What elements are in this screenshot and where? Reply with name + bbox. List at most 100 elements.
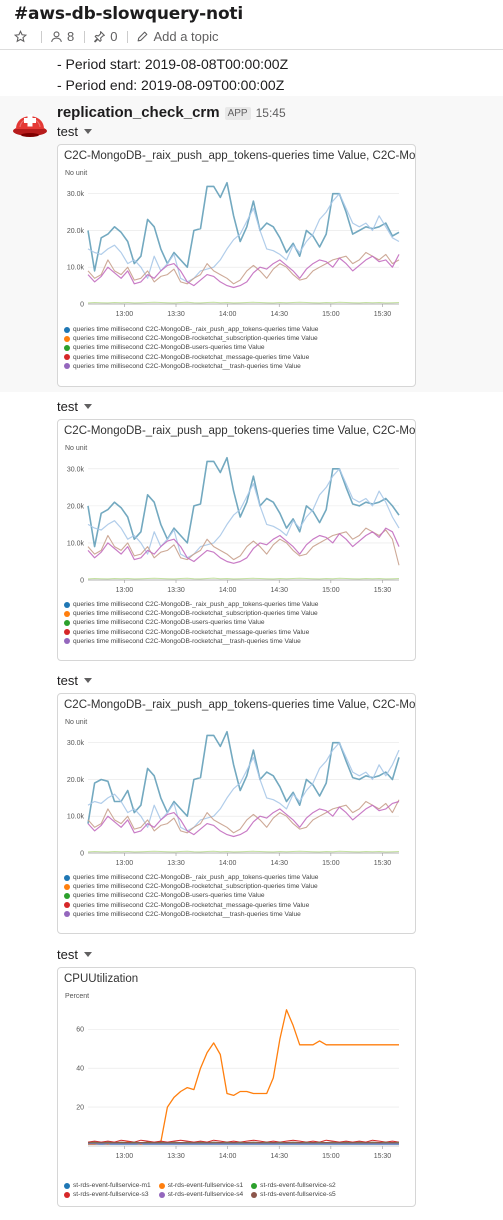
x-tick-label: 13:00 [116,1153,134,1160]
legend-item[interactable]: st-rds-event-fullservice-s1 [158,1181,244,1190]
star-button[interactable] [14,30,31,43]
attachment-toggle[interactable]: test [57,947,92,962]
legend-item[interactable]: st-rds-event-fullservice-s3 [64,1190,151,1199]
legend-item[interactable]: queries time millisecond C2C-MongoDB-_ra… [64,600,318,609]
pencil-icon [138,31,148,42]
chart-card-4[interactable]: CPUUtilization Percent 20 40 60 13:00 13:30 1… [57,967,416,1207]
y-tick-label: 30.0k [67,740,85,747]
channel-name[interactable]: #aws-db-slowquery-noti [14,4,243,24]
legend-swatch [64,638,70,645]
legend-item[interactable]: queries time millisecond C2C-MongoDB-roc… [64,637,318,646]
legend-swatch [64,911,70,918]
attachment-toggle[interactable]: test [57,399,92,414]
legend-label: queries time millisecond C2C-MongoDB-roc… [73,637,301,645]
members-button[interactable]: 8 [50,29,74,44]
add-topic-button[interactable]: Add a topic [136,29,219,44]
y-tick-label: 0 [80,302,84,309]
x-tick-label: 14:30 [270,311,288,318]
series-line-5 [87,527,400,564]
chart-card-2[interactable]: C2C-MongoDB-_raix_push_app_tokens-querie… [57,419,416,661]
legend-swatch [64,601,70,608]
pin-icon [94,31,106,43]
legend-item[interactable]: queries time millisecond C2C-MongoDB-_ra… [64,873,318,882]
series-line-2 [88,1009,399,1145]
attachment-toggle[interactable]: test [57,673,92,688]
chart-unit: No unit [65,445,88,452]
y-tick-label: 40 [76,1066,84,1073]
attachment-label: test [57,399,78,414]
message-timestamp[interactable]: 15:45 [255,106,286,120]
legend-item[interactable]: queries time millisecond C2C-MongoDB-use… [64,618,318,627]
chart-title: C2C-MongoDB-_raix_push_app_tokens-querie… [64,699,416,711]
legend-swatch [64,1182,70,1189]
x-tick-label: 14:30 [270,860,288,867]
chart-plot: 20 40 60 13:00 13:30 14:00 14:30 15:00 15:30 [76,1009,400,1160]
legend-item[interactable]: queries time millisecond C2C-MongoDB-roc… [64,628,318,637]
caret-down-icon [83,677,92,683]
legend-item[interactable]: st-rds-event-fullservice-m1 [64,1181,151,1190]
legend-label: st-rds-event-fullservice-s1 [167,1182,244,1189]
legend-item[interactable]: queries time millisecond C2C-MongoDB-roc… [64,882,318,891]
sender-name[interactable]: replication_check_crm [57,104,220,121]
chart-legend: queries time millisecond C2C-MongoDB-_ra… [64,600,318,646]
x-tick-label: 14:30 [270,587,288,594]
x-tick-label: 13:00 [116,311,134,318]
x-tick-label: 14:00 [219,587,237,594]
star-icon [14,30,27,43]
legend-label: st-rds-event-fullservice-s4 [167,1191,244,1199]
legend-swatch [64,326,70,333]
y-tick-label: 10.0k [67,540,85,547]
y-tick-label: 20.0k [67,503,85,510]
legend-item[interactable]: queries time millisecond C2C-MongoDB-roc… [64,353,318,362]
chart-legend: st-rds-event-fullservice-m1 st-rds-event-… [64,1181,336,1199]
legend-item[interactable]: st-rds-event-fullservice-s4 [158,1190,244,1199]
x-tick-label: 13:00 [116,860,134,867]
chart-title: C2C-MongoDB-_raix_push_app_tokens-querie… [64,150,416,162]
period-end-text: - Period end: 2019-08-09T00:00:00Z [57,77,285,93]
legend-swatch [158,1191,165,1198]
meta-divider [84,30,86,43]
y-tick-label: 0 [80,851,84,858]
app-badge: APP [224,107,251,120]
person-icon [51,31,62,43]
y-tick-label: 30.0k [67,191,85,198]
legend-item[interactable]: queries time millisecond C2C-MongoDB-use… [64,343,318,352]
x-tick-label: 15:30 [374,587,392,594]
series-line-1 [87,730,400,824]
pins-button[interactable]: 0 [93,29,117,44]
chart-card-3[interactable]: C2C-MongoDB-_raix_push_app_tokens-querie… [57,693,416,934]
legend-swatch [64,354,70,361]
legend-item[interactable]: queries time millisecond C2C-MongoDB-roc… [64,910,318,919]
chart-card-1[interactable]: C2C-MongoDB-_raix_push_app_tokens-querie… [57,144,416,387]
meta-divider [41,30,42,43]
chart-plot: 0 10.0k 20.0k 30.0k 13:00 13:30 14:00 14:30 15:0… [67,181,400,318]
legend-label: queries time millisecond C2C-MongoDB-roc… [73,362,301,370]
legend-label: queries time millisecond C2C-MongoDB-roc… [73,335,318,343]
chart-title: CPUUtilization [64,973,139,985]
legend-swatch [64,620,70,626]
attachment-toggle[interactable]: test [57,124,92,139]
series-line-2 [87,468,400,559]
x-tick-label: 15:00 [322,311,340,318]
legend-swatch [64,902,70,909]
legend-item[interactable]: queries time millisecond C2C-MongoDB-roc… [64,609,318,618]
legend-item[interactable]: queries time millisecond C2C-MongoDB-roc… [64,901,318,910]
legend-label: st-rds-event-fullservice-m1 [73,1182,151,1189]
series-line-4 [87,799,400,834]
attachment-label: test [57,947,78,962]
x-tick-label: 13:00 [116,587,134,594]
legend-item[interactable]: queries time millisecond C2C-MongoDB-use… [64,891,318,900]
legend-label: queries time millisecond C2C-MongoDB-roc… [73,353,310,361]
series-line-1 [87,181,400,272]
legend-item[interactable]: queries time millisecond C2C-MongoDB-roc… [64,334,318,343]
y-tick-label: 60 [76,1027,84,1034]
legend-item[interactable]: queries time millisecond C2C-MongoDB-roc… [64,362,318,371]
chart-plot: 0 10.0k 20.0k 30.0k 13:00 13:30 14:00 14:30 15:0… [67,730,400,867]
pins-count: 0 [110,29,118,44]
legend-item[interactable]: st-rds-event-fullservice-s5 [251,1190,336,1199]
legend-item[interactable]: queries time millisecond C2C-MongoDB-_ra… [64,325,318,334]
legend-item[interactable]: st-rds-event-fullservice-s2 [251,1181,336,1190]
legend-label: queries time millisecond C2C-MongoDB-roc… [73,610,318,618]
legend-swatch [64,883,70,890]
bot-avatar[interactable] [12,102,48,138]
